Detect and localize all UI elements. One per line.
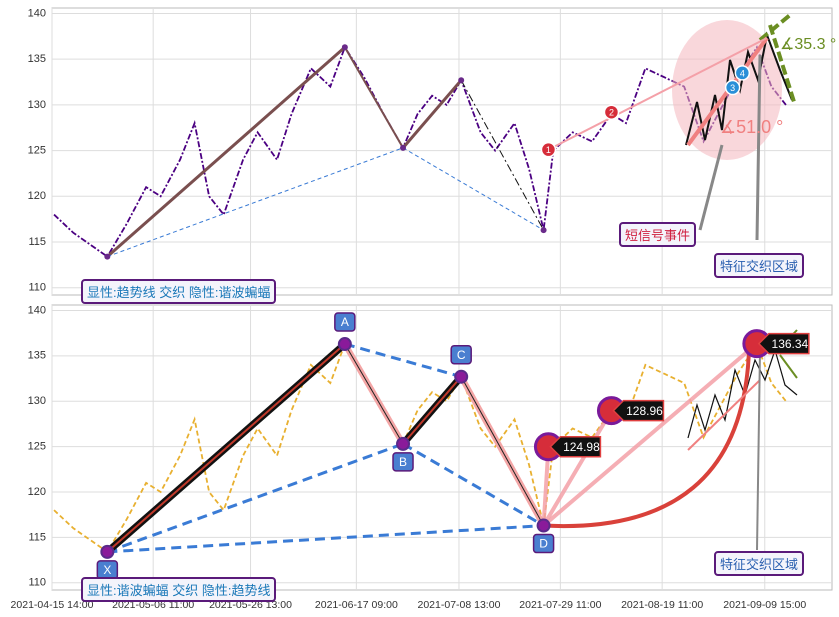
y-tick-label: 140 bbox=[28, 304, 46, 316]
signal-label: 2 bbox=[609, 108, 614, 118]
pattern-label: A bbox=[341, 315, 349, 329]
pattern-point bbox=[337, 337, 352, 352]
y-tick-label: 130 bbox=[28, 99, 46, 111]
y-tick-label: 130 bbox=[28, 395, 46, 407]
pointer bbox=[756, 349, 761, 551]
pattern-label-box bbox=[392, 452, 414, 472]
pattern-point bbox=[100, 544, 115, 559]
pattern-line bbox=[402, 442, 545, 527]
pattern-point bbox=[104, 253, 111, 260]
signal-arrow bbox=[541, 409, 614, 527]
y-tick-label: 110 bbox=[28, 282, 46, 294]
pattern-point bbox=[536, 518, 551, 533]
pattern-line bbox=[402, 147, 544, 231]
pattern-line bbox=[107, 524, 544, 554]
signal-label: 1 bbox=[546, 145, 551, 155]
value-label-box bbox=[612, 399, 665, 422]
pattern-line bbox=[343, 46, 404, 149]
y-tick-label: 140 bbox=[28, 7, 46, 19]
signal-marker bbox=[734, 65, 751, 81]
trend bbox=[758, 13, 797, 106]
x-tick-label: 2021-06-17 09:00 bbox=[315, 599, 398, 611]
pattern-point bbox=[458, 77, 465, 84]
annotation: 特征交织区域 bbox=[714, 253, 805, 278]
signal-marker bbox=[603, 104, 620, 120]
pattern-point bbox=[454, 369, 469, 384]
price-line bbox=[53, 342, 787, 554]
pattern-label: X bbox=[103, 563, 111, 577]
pattern-point bbox=[396, 436, 411, 451]
pattern-line bbox=[401, 79, 463, 149]
y-tick-label: 120 bbox=[28, 486, 46, 498]
value-label-box bbox=[549, 436, 602, 458]
pattern-point bbox=[400, 144, 407, 151]
y-tick-label: 135 bbox=[28, 53, 46, 65]
pattern-line bbox=[107, 147, 404, 258]
value-label: 124.98 bbox=[563, 440, 600, 454]
price-line bbox=[53, 45, 787, 258]
pattern-line bbox=[106, 46, 346, 258]
x-tick-label: 2021-09-09 15:00 bbox=[723, 599, 806, 611]
pattern-line bbox=[460, 79, 545, 231]
annotation: 显性:趋势线 交织 隐性:谐波蝙蝠 bbox=[81, 279, 277, 304]
x-tick-label: 2021-07-29 11:00 bbox=[519, 599, 601, 611]
plot-area bbox=[51, 304, 833, 591]
signal-link bbox=[547, 37, 768, 151]
y-tick-label: 125 bbox=[28, 144, 46, 156]
annotation: 短信号事件 bbox=[619, 222, 697, 247]
curve-arrow bbox=[543, 353, 751, 529]
pattern-line bbox=[344, 343, 404, 445]
y-tick-label: 115 bbox=[28, 531, 46, 543]
pattern-label: C bbox=[457, 348, 466, 362]
x-tick-label: 2021-07-08 13:00 bbox=[418, 599, 501, 611]
pointer bbox=[698, 54, 762, 241]
signal-label: 4 bbox=[740, 68, 745, 78]
pattern-label-box bbox=[334, 312, 356, 332]
x-tick-label: 2021-08-19 11:00 bbox=[621, 599, 703, 611]
pattern-label-box bbox=[532, 533, 555, 554]
y-tick-label: 110 bbox=[28, 577, 46, 589]
value-label-box bbox=[757, 332, 810, 355]
angle-label: ∡51.0 ° bbox=[720, 117, 784, 137]
value-label: 136.34 bbox=[772, 337, 809, 351]
pattern-point bbox=[341, 44, 348, 51]
pattern-point bbox=[540, 227, 547, 234]
y-tick-label: 135 bbox=[28, 350, 46, 362]
signal-label: 3 bbox=[730, 83, 735, 93]
pattern-line bbox=[460, 376, 545, 526]
trend bbox=[687, 379, 761, 451]
y-tick-label: 115 bbox=[28, 236, 46, 248]
pattern-line bbox=[402, 376, 462, 445]
signal-arrow bbox=[542, 342, 759, 528]
y-tick-label: 125 bbox=[28, 440, 46, 452]
pattern-label: D bbox=[539, 537, 548, 551]
pattern-label: B bbox=[399, 455, 407, 469]
pattern-line bbox=[106, 343, 346, 553]
zigzag bbox=[687, 347, 798, 439]
annotation: 特征交织区域 bbox=[714, 551, 805, 576]
pattern-line bbox=[106, 442, 404, 554]
signal-marker bbox=[724, 79, 741, 96]
pattern-line bbox=[344, 342, 462, 379]
pattern-label-box bbox=[450, 344, 472, 365]
y-tick-label: 120 bbox=[28, 190, 46, 202]
x-tick-label: 2021-04-15 14:00 bbox=[11, 599, 94, 611]
annotation: 显性:谐波蝙蝠 交织 隐性:趋势线 bbox=[81, 577, 277, 602]
value-label: 128.96 bbox=[626, 404, 663, 418]
angle-label: ∡35.3 ° bbox=[780, 36, 837, 53]
signal-marker bbox=[540, 141, 557, 158]
